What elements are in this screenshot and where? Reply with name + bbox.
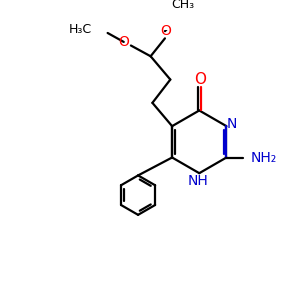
Text: NH: NH	[188, 174, 209, 188]
Text: CH₃: CH₃	[171, 0, 194, 11]
Text: NH₂: NH₂	[250, 151, 277, 164]
Text: H₃C: H₃C	[68, 23, 92, 36]
Text: O: O	[194, 72, 206, 87]
Text: N: N	[226, 117, 237, 131]
Text: O: O	[118, 35, 129, 49]
Text: O: O	[160, 24, 171, 38]
